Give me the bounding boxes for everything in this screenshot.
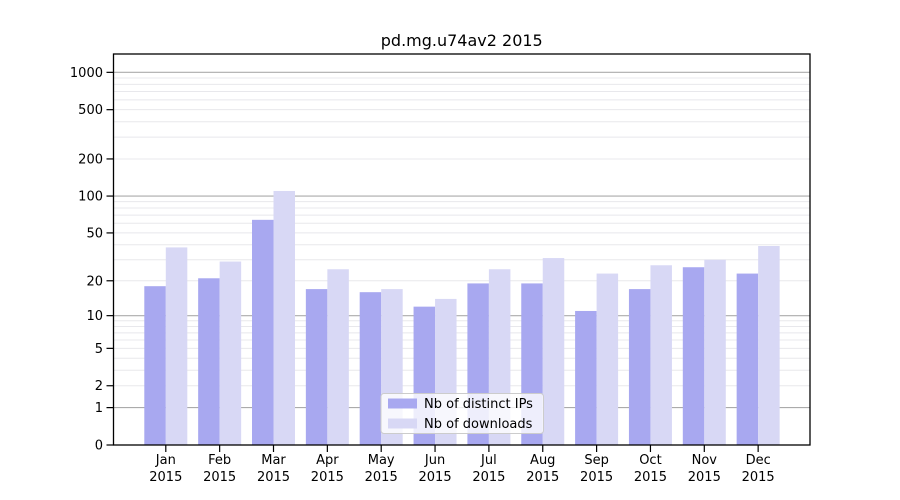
legend-label: Nb of downloads xyxy=(424,417,533,432)
x-tick-label: Feb 2015 xyxy=(203,453,236,485)
y-tick-label: 20 xyxy=(86,274,103,289)
legend-swatch xyxy=(388,418,417,429)
legend-box xyxy=(380,393,544,434)
y-tick-label: 100 xyxy=(78,190,103,205)
bar-downloads-nov xyxy=(704,259,726,445)
bar-downloads-mar xyxy=(273,190,295,445)
x-tick-label: Jan 2015 xyxy=(149,453,182,485)
bar-distinct-ips-nov xyxy=(682,267,705,445)
y-tick-label: 10 xyxy=(86,309,103,324)
bar-distinct-ips-sep xyxy=(575,310,597,445)
bar-downloads-apr xyxy=(327,269,349,445)
x-tick-label: Sep 2015 xyxy=(580,453,613,485)
bar-distinct-ips-oct xyxy=(628,289,651,445)
legend-label: Nb of distinct IPs xyxy=(424,397,533,412)
y-tick-label: 0 xyxy=(95,439,103,454)
y-tick-label: 200 xyxy=(78,152,103,167)
x-tick-label: Dec 2015 xyxy=(742,453,775,485)
bar-distinct-ips-feb xyxy=(198,278,220,445)
y-tick-label: 1000 xyxy=(70,66,103,81)
x-tick-label: Oct 2015 xyxy=(634,453,667,485)
bar-downloads-feb xyxy=(219,261,242,445)
x-tick-label: May 2015 xyxy=(365,453,398,485)
bar-downloads-sep xyxy=(596,273,619,445)
bar-distinct-ips-may xyxy=(359,292,382,445)
y-tick-label: 2 xyxy=(95,379,103,394)
chart-title: pd.mg.u74av2 2015 xyxy=(381,31,543,50)
plot-border xyxy=(112,53,811,446)
y-tick-label: 5 xyxy=(95,342,103,357)
bar-downloads-dec xyxy=(758,246,780,445)
x-tick-label: Jul 2015 xyxy=(472,453,505,485)
x-tick-label: Aug 2015 xyxy=(526,453,559,485)
y-tick-label: 1 xyxy=(95,401,103,416)
x-tick-label: Jun 2015 xyxy=(419,453,452,485)
bar-distinct-ips-jan xyxy=(144,286,166,445)
x-tick-label: Apr 2015 xyxy=(311,453,344,485)
bar-distinct-ips-apr xyxy=(305,289,328,445)
x-tick-label: Nov 2015 xyxy=(688,453,721,485)
bar-downloads-jan xyxy=(165,247,188,445)
bar-downloads-oct xyxy=(650,265,672,445)
bar-distinct-ips-mar xyxy=(252,219,274,445)
bar-distinct-ips-dec xyxy=(736,273,759,445)
y-tick-label: 500 xyxy=(78,103,103,118)
x-tick-label: Mar 2015 xyxy=(257,453,290,485)
bar-downloads-aug xyxy=(542,258,565,445)
y-tick-label: 50 xyxy=(86,226,103,241)
legend-swatch xyxy=(388,398,417,409)
